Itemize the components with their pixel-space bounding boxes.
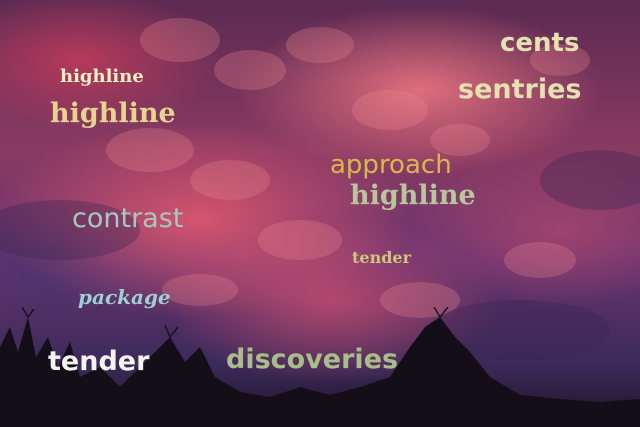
word-highline-center: highline — [350, 180, 476, 211]
tree-silhouettes — [0, 307, 640, 427]
word-tender-small: tender — [352, 248, 411, 267]
word-highline-large: highline — [50, 98, 176, 129]
word-discoveries: discoveries — [226, 344, 399, 375]
word-sentries: sentries — [458, 74, 582, 105]
word-cents: cents — [500, 28, 580, 58]
word-highline-small: highline — [60, 66, 144, 87]
word-package: package — [78, 285, 171, 309]
word-contrast: contrast — [72, 203, 184, 234]
word-tender-large: tender — [48, 346, 150, 377]
word-approach: approach — [330, 150, 452, 180]
